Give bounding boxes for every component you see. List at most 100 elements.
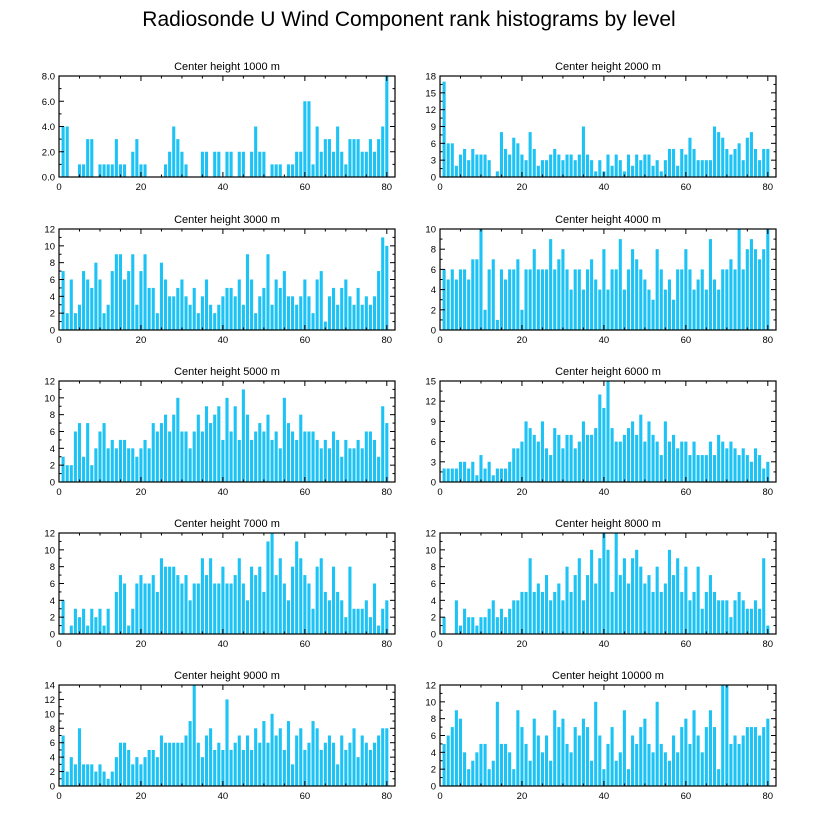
histogram-bar: [307, 742, 311, 786]
histogram-bar: [704, 591, 708, 634]
histogram-bar: [635, 154, 639, 177]
histogram-bar: [192, 685, 196, 786]
histogram-bar: [454, 600, 458, 634]
histogram-bar: [291, 296, 295, 330]
histogram-bar: [258, 742, 262, 786]
histogram-bar: [336, 591, 340, 634]
y-tick-label: 2: [50, 461, 55, 472]
x-tick-label: 0: [437, 182, 442, 193]
histogram-bar: [450, 468, 454, 482]
histogram-bar: [237, 558, 241, 634]
histogram-bar: [643, 441, 647, 482]
histogram-bar: [262, 151, 266, 177]
histogram-bar: [254, 728, 258, 786]
histogram-bar: [504, 743, 508, 786]
histogram-bar: [676, 269, 680, 330]
histogram-bar: [475, 259, 479, 330]
histogram-bar: [73, 431, 77, 482]
histogram-bar: [569, 154, 573, 177]
histogram-bar: [508, 154, 512, 177]
y-tick-label: 10: [44, 545, 55, 556]
histogram-bar: [86, 764, 90, 786]
histogram-bar: [741, 448, 745, 482]
histogram-bar: [98, 279, 102, 330]
histogram-bar: [102, 625, 106, 634]
histogram-bar: [717, 600, 721, 634]
histogram-bar: [753, 727, 758, 786]
histogram-bar: [344, 617, 348, 634]
y-tick-label: 6: [431, 265, 436, 276]
histogram-bar: [614, 154, 618, 177]
x-tick-label: 60: [300, 335, 311, 346]
histogram-bar: [749, 132, 753, 177]
y-tick-label: 0.0: [42, 173, 55, 184]
histogram-bar: [659, 591, 663, 634]
histogram-bar: [250, 439, 254, 482]
histogram-bar: [602, 533, 606, 634]
histogram-bar: [442, 617, 446, 634]
histogram-bar: [286, 164, 291, 178]
histogram-bar: [483, 743, 487, 786]
histogram-bar: [762, 558, 766, 634]
histogram-bar: [463, 752, 467, 786]
histogram-bar: [467, 769, 471, 786]
histogram-bar: [360, 608, 364, 634]
histogram-bar: [532, 718, 536, 786]
y-tick-label: 6: [50, 275, 55, 286]
histogram-bar: [446, 468, 450, 482]
histogram-bar: [278, 164, 282, 178]
x-tick-label: 20: [136, 182, 147, 193]
histogram-bar: [188, 304, 192, 330]
histogram-bar: [553, 710, 557, 786]
histogram-bar: [73, 764, 77, 786]
histogram-bar: [385, 600, 389, 634]
histogram-bar: [577, 558, 581, 634]
histogram-bar: [676, 752, 680, 786]
histogram-bar: [315, 279, 319, 330]
histogram-bar: [745, 137, 749, 177]
histogram-bar: [381, 608, 385, 634]
histogram-bar: [131, 151, 135, 177]
histogram-bar: [286, 721, 291, 786]
histogram-bar: [516, 143, 520, 177]
histogram-bar: [282, 397, 286, 482]
histogram-bar: [704, 289, 708, 330]
histogram-bar: [184, 296, 188, 330]
histogram-bar: [643, 279, 647, 330]
panel-title: Center height 7000 m: [174, 518, 280, 530]
histogram-bar: [495, 617, 499, 634]
histogram-bar: [516, 710, 520, 786]
histogram-bar: [69, 757, 73, 786]
histogram-bar: [315, 728, 319, 786]
histogram-bar: [651, 165, 655, 177]
histogram-bar: [110, 164, 114, 178]
histogram-bar: [651, 434, 655, 482]
histogram-bar: [90, 465, 94, 482]
histogram-bar: [655, 160, 659, 177]
histogram-bar: [204, 735, 209, 786]
histogram-bar: [639, 269, 643, 330]
histogram-bar: [758, 735, 762, 786]
histogram-bar: [471, 259, 475, 330]
histogram-bar: [590, 259, 594, 330]
histogram-bar: [667, 279, 672, 330]
histogram-bar: [651, 591, 655, 634]
histogram-bar: [684, 249, 688, 330]
histogram-bar: [86, 279, 90, 330]
histogram-bar: [667, 760, 672, 786]
x-tick-label: 0: [56, 791, 61, 802]
histogram-bar: [598, 558, 602, 634]
histogram-bar: [135, 304, 139, 330]
histogram-bar: [708, 441, 712, 482]
histogram-bar: [82, 456, 86, 482]
histogram-bar: [282, 749, 286, 786]
histogram-bar: [712, 727, 717, 786]
histogram-bar: [61, 456, 65, 482]
histogram-bar: [479, 743, 483, 786]
histogram-bar: [82, 164, 86, 178]
histogram-bar: [762, 249, 766, 330]
histogram-bar: [200, 757, 204, 786]
histogram-bar: [385, 423, 389, 482]
histogram-bar: [721, 600, 725, 634]
histogram-bar: [65, 465, 69, 482]
